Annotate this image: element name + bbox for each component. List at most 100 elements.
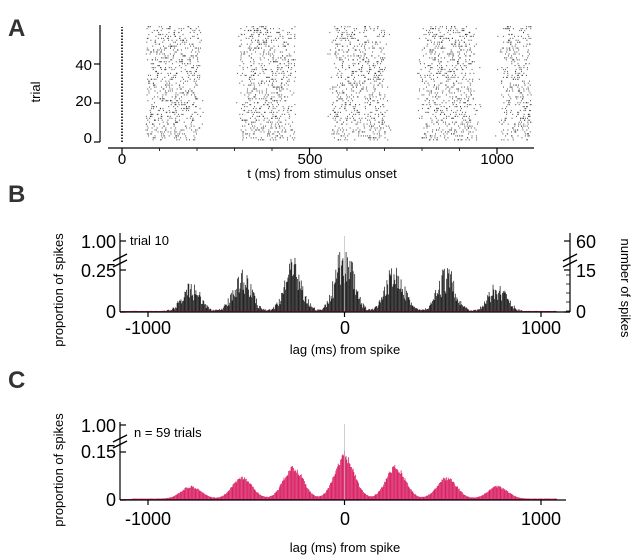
hist-bar bbox=[236, 288, 238, 312]
hist-bar bbox=[312, 494, 314, 500]
spike-mark bbox=[168, 28, 169, 30]
spike-mark bbox=[260, 137, 262, 139]
spike-mark bbox=[164, 92, 166, 94]
hist-bar bbox=[267, 497, 269, 500]
spike-mark bbox=[457, 115, 459, 117]
spike-mark bbox=[240, 33, 242, 36]
spike-mark bbox=[454, 67, 456, 69]
spike-mark bbox=[251, 41, 253, 43]
spike-mark bbox=[162, 53, 164, 55]
spike-mark bbox=[292, 129, 293, 131]
spike-mark bbox=[445, 131, 446, 133]
hist-bar bbox=[467, 309, 469, 312]
hist-bar bbox=[410, 304, 411, 312]
spike-mark bbox=[427, 65, 429, 67]
spike-mark bbox=[284, 45, 286, 47]
spike-mark bbox=[275, 127, 277, 129]
hist-bar bbox=[459, 305, 461, 312]
spike-mark bbox=[155, 59, 156, 61]
spike-mark bbox=[171, 45, 173, 47]
hist-bar bbox=[442, 269, 444, 312]
spike-mark bbox=[428, 39, 430, 41]
hist-bar bbox=[249, 295, 251, 312]
spike-mark bbox=[162, 41, 164, 43]
spike-mark bbox=[240, 45, 242, 47]
spike-mark bbox=[341, 37, 343, 39]
spike-mark bbox=[443, 106, 445, 108]
spike-mark bbox=[382, 127, 384, 129]
spike-mark bbox=[260, 82, 262, 84]
hist-bar bbox=[403, 298, 405, 312]
spike-mark bbox=[356, 70, 358, 73]
y-tick-label-c-top: 1.00 bbox=[81, 416, 116, 436]
spike-mark bbox=[181, 104, 183, 106]
spike-mark bbox=[512, 127, 513, 129]
spike-mark bbox=[272, 57, 274, 59]
hist-bar bbox=[261, 495, 263, 500]
spike-mark bbox=[450, 59, 452, 61]
spike-mark bbox=[339, 43, 341, 45]
spike-mark bbox=[195, 133, 197, 135]
spike-mark bbox=[434, 92, 436, 94]
spike-mark bbox=[354, 82, 356, 84]
hist-bar bbox=[482, 305, 484, 312]
spike-mark bbox=[158, 43, 160, 45]
spike-mark bbox=[526, 59, 527, 61]
spike-mark bbox=[518, 90, 520, 92]
spike-mark bbox=[529, 131, 531, 133]
spike-mark bbox=[505, 59, 507, 61]
hist-bar bbox=[179, 300, 180, 312]
spike-mark bbox=[164, 76, 166, 78]
spike-mark bbox=[358, 111, 360, 113]
spike-mark bbox=[187, 72, 189, 74]
spike-mark bbox=[240, 28, 242, 30]
spike-mark bbox=[254, 72, 256, 74]
spike-mark bbox=[354, 76, 355, 78]
hist-bar bbox=[222, 309, 224, 312]
spike-mark bbox=[256, 28, 258, 30]
spike-mark bbox=[475, 109, 477, 112]
spike-mark bbox=[151, 98, 153, 100]
spike-mark bbox=[515, 129, 517, 131]
spike-mark bbox=[470, 127, 472, 129]
spike-mark bbox=[269, 80, 270, 82]
spike-mark bbox=[352, 59, 354, 61]
spike-mark bbox=[520, 92, 522, 94]
spike-mark bbox=[439, 43, 440, 45]
spike-mark bbox=[175, 51, 177, 53]
spike-mark bbox=[294, 37, 296, 39]
spike-mark bbox=[450, 129, 452, 131]
hist-bar bbox=[285, 476, 287, 500]
spike-mark bbox=[511, 74, 513, 76]
hist-bar bbox=[366, 494, 367, 500]
hist-bar bbox=[230, 487, 232, 500]
spike-mark bbox=[246, 90, 248, 92]
spike-mark bbox=[248, 98, 250, 100]
hist-bar bbox=[323, 307, 325, 312]
hist-bar bbox=[429, 305, 430, 312]
spike-mark bbox=[358, 113, 360, 115]
spike-mark bbox=[515, 72, 517, 74]
spike-mark bbox=[148, 80, 149, 82]
spike-mark bbox=[446, 72, 447, 74]
spike-mark bbox=[196, 129, 198, 131]
hist-bar bbox=[403, 479, 405, 500]
hist-bar bbox=[380, 488, 382, 500]
spike-mark bbox=[458, 45, 460, 47]
hist-bar bbox=[432, 301, 433, 312]
spike-mark bbox=[244, 125, 246, 127]
hist-bar bbox=[385, 294, 387, 312]
hist-bar bbox=[274, 304, 276, 312]
hist-bar bbox=[305, 484, 307, 500]
spike-mark bbox=[517, 90, 519, 92]
spike-mark bbox=[433, 28, 434, 30]
spike-mark bbox=[200, 31, 202, 34]
hist-bar bbox=[362, 307, 363, 312]
spike-mark bbox=[446, 125, 448, 127]
spike-mark bbox=[153, 29, 155, 32]
spike-mark bbox=[285, 65, 287, 67]
spike-mark bbox=[293, 59, 294, 61]
hist-bar bbox=[245, 478, 247, 500]
spike-mark bbox=[431, 57, 433, 59]
spike-mark bbox=[284, 113, 286, 115]
